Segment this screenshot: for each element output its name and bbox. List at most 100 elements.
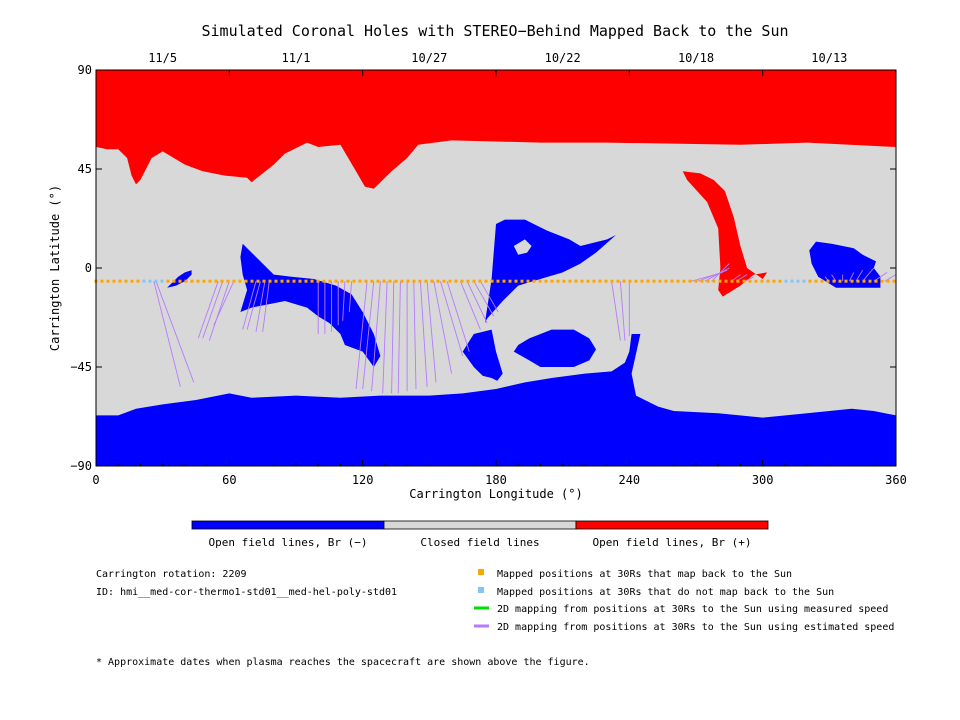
mapped-position-83	[592, 279, 596, 283]
estimated-speed-line-21	[397, 281, 401, 394]
y-tick-label--45: −45	[70, 360, 92, 374]
not-mapped-position-10	[154, 279, 158, 283]
mapped-position-6	[130, 279, 134, 283]
mapped-position-26	[250, 279, 254, 283]
mapped-position-34	[298, 279, 302, 283]
mapped-position-16	[190, 279, 194, 283]
mapping-lines	[153, 263, 897, 394]
top-date-label-1: 11/1	[282, 51, 311, 65]
mapped-position-60	[454, 279, 458, 283]
mapped-position-113	[772, 279, 776, 283]
mapped-position-55	[424, 279, 428, 283]
mapped-position-76	[550, 279, 554, 283]
estimated-speed-line-27	[439, 281, 464, 357]
mapped-position-95	[664, 279, 668, 283]
mapped-position-131	[880, 279, 884, 283]
mapped-position-89	[628, 279, 632, 283]
estimated-speed-line-15	[348, 281, 353, 313]
mapped-position-127	[856, 279, 860, 283]
mapped-position-31	[280, 279, 284, 283]
mapped-position-112	[766, 279, 770, 283]
top-date-label-2: 10/27	[411, 51, 447, 65]
mapped-position-123	[832, 279, 836, 283]
mapped-position-106	[730, 279, 734, 283]
x-axis: 0 60 120 180 240 300 360	[92, 70, 907, 487]
colorbar-open-positive	[575, 520, 769, 530]
mapped-position-103	[712, 279, 716, 283]
legend-label-mapped: Mapped positions at 30Rs that map back t…	[497, 569, 792, 580]
mapped-position-37	[316, 279, 320, 283]
not-mapped-position-115	[784, 279, 788, 283]
mapped-position-124	[838, 279, 842, 283]
mapped-position-71	[520, 279, 524, 283]
mapped-position-70	[514, 279, 518, 283]
top-date-label-5: 10/13	[811, 51, 847, 65]
y-tick-label--90: −90	[70, 459, 92, 473]
estimated-speed-line-30	[466, 281, 488, 324]
mapped-position-1	[100, 279, 104, 283]
mapped-position-5	[124, 279, 128, 283]
top-date-axis: 11/5 11/1 10/27 10/22 10/18 10/13	[148, 51, 847, 65]
estimated-speed-line-16	[355, 281, 368, 390]
mapped-position-108	[742, 279, 746, 283]
mapped-position-67	[496, 279, 500, 283]
mapped-position-29	[268, 279, 272, 283]
mapped-position-93	[652, 279, 656, 283]
mapped-position-66	[490, 279, 494, 283]
mapped-position-32	[286, 279, 290, 283]
not-mapped-position-118	[802, 279, 806, 283]
mapped-position-38	[322, 279, 326, 283]
mapped-position-59	[448, 279, 452, 283]
closed-island-1	[462, 367, 501, 387]
mapped-position-36	[310, 279, 314, 283]
mapped-position-77	[556, 279, 560, 283]
mapped-position-128	[862, 279, 866, 283]
top-date-label-4: 10/18	[678, 51, 714, 65]
mapped-position-126	[850, 279, 854, 283]
estimated-speed-line-9	[262, 281, 270, 332]
mapped-position-27	[256, 279, 260, 283]
mapped-position-63	[472, 279, 476, 283]
estimated-speed-line-24	[419, 281, 428, 387]
mapped-position-41	[340, 279, 344, 283]
open-negative-region-2	[462, 329, 503, 383]
mapped-position-132	[886, 279, 890, 283]
mapped-position-28	[262, 279, 266, 283]
mapped-position-3	[112, 279, 116, 283]
estimated-speed-line-6	[242, 281, 257, 330]
mapped-position-48	[382, 279, 386, 283]
mapped-position-88	[622, 279, 626, 283]
legend-symbol-mapped	[478, 569, 484, 575]
x-tick-label-180: 180	[485, 473, 507, 487]
colorbar-closed	[383, 520, 577, 530]
colorbar-label-closed: Closed field lines	[420, 536, 539, 549]
mapped-position-22	[226, 279, 230, 283]
mapped-position-23	[232, 279, 236, 283]
mapped-position-90	[634, 279, 638, 283]
mapped-positions-track	[94, 279, 896, 283]
y-tick-label-0: 0	[85, 261, 92, 275]
mapped-position-39	[328, 279, 332, 283]
mapped-position-74	[538, 279, 542, 283]
mapped-position-58	[442, 279, 446, 283]
mapped-position-64	[478, 279, 482, 283]
mapped-position-7	[136, 279, 140, 283]
y-tick-label-90: 90	[78, 63, 92, 77]
legend-label-estimated-speed: 2D mapping from positions at 30Rs to the…	[497, 622, 894, 633]
mapped-position-49	[388, 279, 392, 283]
mapped-position-98	[682, 279, 686, 283]
mapped-position-122	[826, 279, 830, 283]
mapped-position-97	[676, 279, 680, 283]
mapped-position-19	[208, 279, 212, 283]
mapped-position-69	[508, 279, 512, 283]
estimated-speed-line-31	[473, 280, 495, 317]
not-mapped-position-116	[790, 279, 794, 283]
mapped-position-92	[646, 279, 650, 283]
mapped-position-87	[616, 279, 620, 283]
estimated-speed-line-2	[197, 281, 219, 339]
mapped-position-33	[292, 279, 296, 283]
x-axis-label: Carrington Longitude (°)	[409, 487, 582, 501]
estimated-speed-line-32	[480, 280, 499, 313]
mapped-position-4	[118, 279, 122, 283]
colorbar-label-open-negative: Open field lines, Br (−)	[209, 536, 368, 549]
